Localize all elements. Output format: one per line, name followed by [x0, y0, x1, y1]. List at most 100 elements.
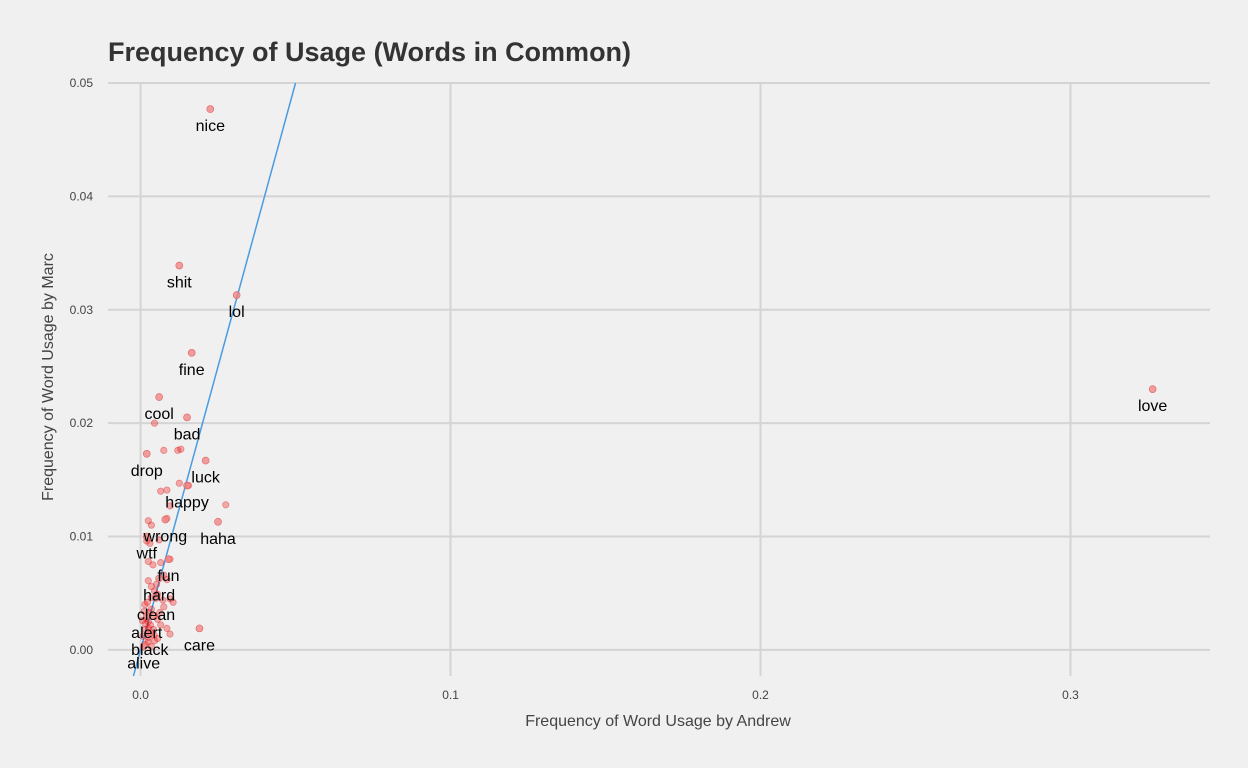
data-point-care: [195, 624, 204, 633]
data-point: [146, 621, 155, 629]
data-point: [150, 637, 159, 645]
y-tick-label: 0.04: [70, 189, 94, 203]
word-label-love: love: [1138, 398, 1167, 415]
data-point: [163, 486, 171, 494]
data-point: [144, 557, 152, 566]
data-point: [166, 630, 174, 638]
data-point-love: [1148, 385, 1157, 393]
data-point: [163, 624, 171, 632]
data-point: [155, 536, 163, 544]
word-label-wrong: wrong: [143, 529, 188, 546]
data-point: [147, 605, 155, 613]
data-point-drop: [142, 449, 151, 458]
data-point-happy: [183, 481, 191, 490]
y-tick-label: 0.01: [70, 530, 94, 544]
data-point: [150, 419, 159, 427]
x-axis-title: Frequency of Word Usage by Andrew: [525, 713, 791, 730]
word-label-care: care: [184, 637, 215, 654]
data-point: [160, 446, 168, 454]
word-label-alive: alive: [127, 656, 160, 673]
data-point: [144, 638, 152, 646]
x-tick-label: 0.3: [1062, 688, 1079, 702]
data-point-wrong: [161, 515, 170, 524]
data-point-black: [146, 629, 154, 637]
x-tick-label: 0.1: [442, 688, 459, 702]
data-point: [157, 621, 165, 629]
data-point-clean: [152, 593, 160, 602]
x-tick-label: 0.0: [132, 688, 149, 702]
word-label-fun: fun: [157, 568, 179, 585]
word-label-luck: luck: [191, 470, 220, 487]
data-point-alert: [142, 612, 151, 620]
x-tick-label: 0.2: [752, 688, 769, 702]
word-label-haha: haha: [200, 531, 236, 548]
word-label-bad: bad: [174, 426, 201, 443]
data-point-alive: [139, 642, 148, 651]
grid: [108, 82, 1210, 676]
word-label-hard: hard: [143, 587, 175, 604]
word-label-nice: nice: [196, 118, 225, 135]
data-point: [141, 620, 150, 628]
word-label-drop: drop: [131, 463, 163, 480]
y-tick-label: 0.02: [70, 416, 94, 430]
data-point: [160, 603, 168, 611]
data-point: [139, 632, 147, 640]
data-point-luck: [201, 456, 210, 465]
y-axis-title: Frequency of Word Usage by Marc: [40, 253, 57, 501]
data-point-cool: [155, 393, 163, 401]
word-label-clean: clean: [137, 607, 175, 624]
data-point: [146, 539, 154, 547]
data-point: [177, 445, 185, 453]
data-point-hard: [155, 574, 163, 583]
data-point-shit: [175, 261, 184, 270]
data-point: [153, 615, 162, 623]
y-tick-labels: 0.00 0.01 0.02 0.03 0.04 0.05: [70, 76, 94, 657]
data-point: [147, 642, 155, 651]
data-point: [144, 517, 152, 525]
data-point: [141, 600, 149, 609]
data-point: [149, 561, 157, 569]
data-point: [166, 502, 174, 510]
data-point: [147, 582, 155, 591]
data-point-lol: [232, 291, 241, 299]
data-point-haha: [214, 517, 222, 526]
word-label-alert: alert: [131, 625, 163, 642]
data-point: [150, 587, 159, 595]
word-label-wtf: wtf: [136, 546, 158, 563]
data-point: [157, 559, 165, 567]
data-point: [153, 634, 162, 643]
data-point-wtf: [142, 532, 151, 541]
data-point: [174, 446, 182, 454]
data-point: [157, 487, 165, 495]
word-label-lol: lol: [229, 304, 245, 321]
data-point: [222, 501, 230, 509]
word-label-cool: cool: [144, 406, 173, 423]
data-point: [138, 616, 147, 625]
data-point: [175, 479, 183, 487]
data-point-fine: [187, 349, 196, 357]
data-point: [166, 595, 174, 603]
word-label-shit: shit: [167, 275, 192, 292]
data-point-nice: [206, 105, 215, 113]
data-point: [150, 612, 159, 620]
data-point: [156, 608, 164, 617]
data-point: [143, 598, 151, 606]
data-point: [159, 596, 167, 604]
data-point-fun: [164, 555, 173, 564]
data-point: [147, 521, 155, 529]
data-point: [163, 576, 171, 584]
x-tick-labels: 0.0 0.1 0.2 0.3: [132, 688, 1079, 702]
word-label-fine: fine: [179, 362, 205, 379]
y-tick-label: 0.05: [70, 76, 94, 90]
data-point: [144, 577, 152, 585]
word-label-black: black: [131, 642, 169, 659]
chart-title: Frequency of Usage (Words in Common): [108, 37, 631, 67]
word-label-happy: happy: [165, 495, 209, 512]
y-tick-label: 0.00: [70, 643, 94, 657]
data-point: [169, 598, 177, 606]
points-layer: [138, 105, 1157, 651]
data-point-bad: [183, 413, 191, 422]
y-tick-label: 0.03: [70, 303, 94, 317]
